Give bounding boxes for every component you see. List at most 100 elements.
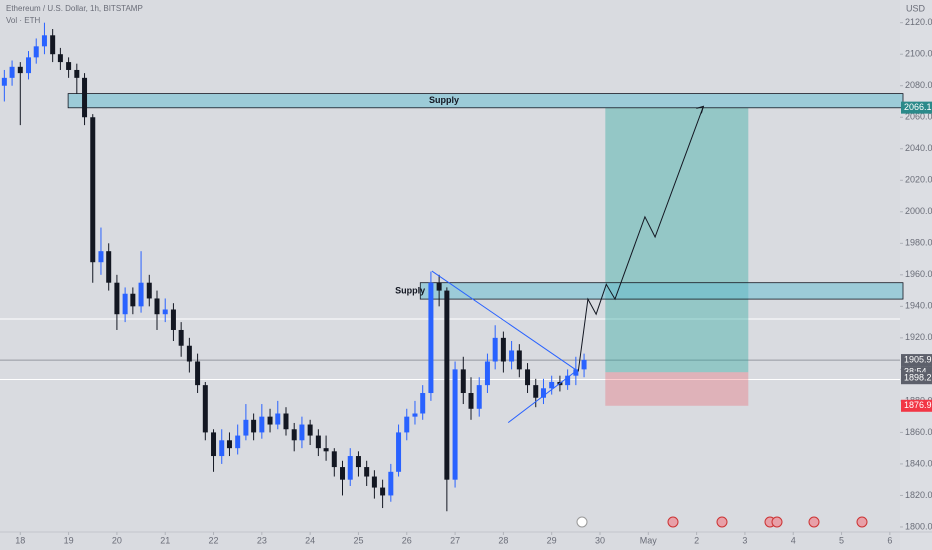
candle-body	[186, 345, 192, 362]
x-tick-label: 18	[15, 535, 25, 545]
x-tick-label: 22	[209, 535, 219, 545]
candle-body	[331, 451, 337, 468]
candle-body	[323, 448, 329, 452]
candle-body	[533, 385, 539, 398]
x-tick-label: 28	[498, 535, 508, 545]
trendline	[431, 270, 579, 372]
candle-body	[444, 290, 450, 480]
candle-body	[404, 416, 410, 433]
countdown: 38:54	[904, 366, 927, 376]
projection-arrowhead	[696, 105, 705, 114]
y-tick-label: 1940.0	[905, 301, 932, 311]
candle-body	[9, 66, 15, 78]
x-tick-label: 20	[112, 535, 122, 545]
volume-label: Vol · ETH	[6, 16, 40, 25]
x-tick-label: 21	[160, 535, 170, 545]
candle-body	[509, 350, 515, 362]
candle-body	[170, 309, 176, 330]
y-tick-label: 2120.0	[905, 17, 932, 27]
candle-body	[130, 293, 136, 307]
candle-body	[154, 298, 160, 315]
x-tick-label: 24	[305, 535, 315, 545]
event-icon	[808, 516, 820, 528]
candle-body	[178, 329, 184, 346]
last-price-tag-bg	[901, 354, 932, 367]
y-tick-label: 1920.0	[905, 332, 932, 342]
candle-body	[195, 361, 201, 386]
target-area	[605, 107, 749, 373]
supply-zone	[67, 93, 904, 109]
candle-body	[516, 350, 522, 370]
candle-body	[259, 416, 265, 433]
candle-body	[26, 57, 32, 74]
candle-body	[549, 381, 555, 389]
entry-tag-bg	[901, 372, 932, 385]
candle-body	[74, 69, 80, 78]
candle-body	[355, 456, 361, 468]
x-tick-label: 2	[694, 535, 699, 545]
supply-zone	[419, 282, 904, 300]
plot-area	[0, 0, 900, 532]
candle-body	[476, 385, 482, 409]
candle-body	[388, 471, 394, 496]
candle-body	[82, 77, 88, 118]
stop-area	[605, 372, 749, 406]
candle-body	[226, 440, 232, 449]
projection-path	[577, 106, 704, 372]
candle-body	[307, 424, 313, 436]
event-icon	[716, 516, 728, 528]
target-tag-bg	[901, 101, 932, 114]
candle-body	[565, 375, 571, 386]
candle-body	[57, 54, 63, 63]
event-icon	[771, 516, 783, 528]
candle-body	[525, 369, 531, 386]
event-icon	[856, 516, 868, 528]
x-tick-label: 3	[742, 535, 747, 545]
candle-body	[114, 282, 120, 315]
candle-body	[347, 456, 353, 480]
candle-body	[299, 424, 305, 441]
candle-body	[500, 337, 506, 362]
candle-body	[371, 476, 377, 488]
candle-body	[243, 419, 249, 436]
last-price-tag: 1905.9	[904, 354, 932, 364]
entry-tag: 1898.2	[904, 373, 932, 383]
y-tick-label: 1980.0	[905, 238, 932, 248]
candle-body	[315, 435, 321, 449]
event-icons	[576, 516, 868, 528]
candle-body	[1, 77, 7, 86]
candle-body	[33, 46, 39, 58]
candle-body	[581, 359, 587, 370]
candle-body	[428, 282, 434, 394]
candle-body	[283, 413, 289, 430]
candle-body	[66, 62, 72, 70]
candle-body	[492, 337, 498, 362]
x-tick-label: 4	[791, 535, 796, 545]
x-tick-label: May	[640, 535, 658, 545]
candle-body	[138, 282, 144, 307]
symbol-title: Ethereum / U.S. Dollar, 1h, BITSTAMP	[6, 4, 143, 13]
zone-label: Supply	[395, 285, 425, 295]
y-tick-label: 2100.0	[905, 49, 932, 59]
candle-body	[484, 361, 490, 386]
target-tag: 2066.1	[904, 102, 932, 112]
y-tick-label: 1860.0	[905, 427, 932, 437]
y-tick-label: 2080.0	[905, 80, 932, 90]
candle-body	[211, 432, 217, 457]
y-tick-label: 1960.0	[905, 269, 932, 279]
x-tick-label: 19	[64, 535, 74, 545]
candle-body	[468, 393, 474, 409]
stop-tag-bg	[901, 399, 932, 412]
candle-body	[106, 251, 112, 283]
candle-body	[17, 66, 23, 74]
candle-body	[202, 385, 208, 433]
y-tick-label: 1840.0	[905, 458, 932, 468]
x-tick-label: 30	[595, 535, 605, 545]
candle-body	[380, 487, 386, 496]
candle-body	[291, 429, 297, 441]
candle-body	[219, 440, 225, 457]
candle-body	[41, 35, 47, 47]
candle-body	[90, 117, 96, 263]
candle-body	[267, 416, 273, 425]
